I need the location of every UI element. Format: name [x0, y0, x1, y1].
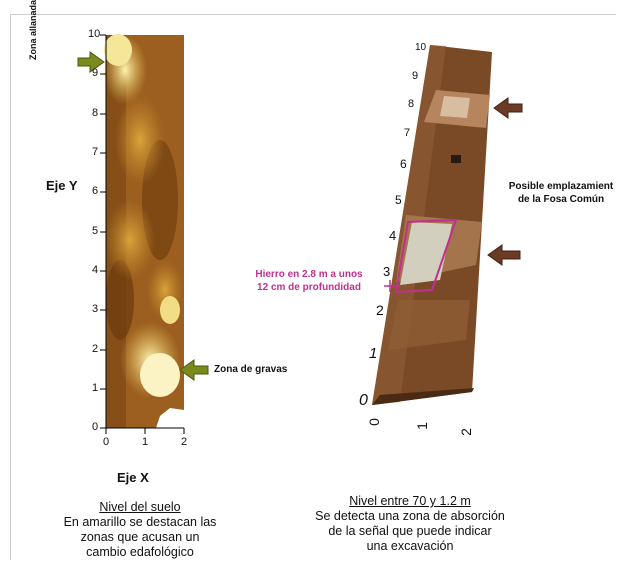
- r-x-tick: 0: [365, 418, 382, 426]
- left-caption-line: zonas que acusan un: [80, 530, 200, 544]
- y-tick: 5: [92, 225, 99, 237]
- r-x-tick: 2: [457, 428, 474, 436]
- grave-annotation-line: de la Fosa Común: [517, 194, 605, 205]
- r-y-tick: 3: [383, 264, 391, 279]
- left-axes: [100, 34, 185, 434]
- y-tick: 6: [92, 185, 99, 197]
- right-caption: Nivel entre 70 y 1.2 m Se detecta una zo…: [300, 494, 520, 554]
- gravel-zone-label: Zona de gravas: [214, 364, 288, 375]
- r-y-tick: 9: [412, 70, 419, 82]
- iron-annotation-line: 12 cm de profundidad: [257, 282, 361, 293]
- iron-annotation-line: Hierro en 2.8 m a unos: [255, 269, 363, 280]
- arrow-flattened-zone-icon: [77, 51, 105, 73]
- r-y-tick: 5: [395, 193, 402, 207]
- y-tick: 4: [92, 264, 99, 276]
- x-tick: 2: [181, 436, 188, 448]
- arrow-gravel-zone-icon: [179, 359, 209, 381]
- y-tick: 7: [92, 146, 99, 158]
- r-x-tick: 1: [413, 422, 430, 430]
- grave-annotation: Posible emplazamient de la Fosa Común: [498, 180, 624, 206]
- r-y-tick: 1: [369, 345, 378, 362]
- right-caption-line: una excavación: [366, 539, 454, 553]
- y-tick: 9: [92, 67, 99, 79]
- grave-annotation-line: Posible emplazamient: [508, 181, 614, 192]
- y-axis-title: Eje Y: [46, 178, 78, 193]
- r-y-tick: 4: [389, 228, 397, 243]
- right-caption-line: de la señal que puede indicar: [328, 524, 492, 538]
- left-caption-line: cambio edafológico: [86, 545, 194, 559]
- left-caption-title: Nivel del suelo: [99, 500, 181, 514]
- y-tick: 8: [92, 107, 99, 119]
- x-tick: 1: [142, 436, 149, 448]
- right-caption-title: Nivel entre 70 y 1.2 m: [349, 494, 471, 508]
- flattened-zone-label: Zona allanada: [28, 0, 38, 60]
- soil-heatmap: [103, 34, 184, 428]
- y-tick: 3: [92, 303, 99, 315]
- y-tick: 2: [92, 343, 99, 355]
- r-y-tick: 10: [415, 42, 427, 53]
- left-caption-line: En amarillo se destacan las: [63, 515, 217, 529]
- y-tick: 0: [92, 421, 99, 433]
- r-y-tick: 8: [408, 98, 415, 110]
- y-tick: 10: [88, 28, 101, 40]
- left-caption: Nivel del suelo En amarillo se destacan …: [40, 500, 240, 560]
- x-axis-title: Eje X: [117, 470, 149, 485]
- y-tick: 1: [92, 382, 99, 394]
- figure-frame: [10, 14, 616, 560]
- r-y-tick: 6: [400, 157, 407, 171]
- iron-annotation: Hierro en 2.8 m a unos 12 cm de profundi…: [234, 268, 384, 294]
- gpr-3d-strip: [372, 45, 492, 405]
- r-y-tick: 0: [359, 392, 368, 409]
- r-y-tick: 7: [404, 127, 411, 139]
- r-y-tick: 2: [376, 302, 384, 318]
- arrow-grave-icon: [487, 244, 521, 266]
- right-caption-line: Se detecta una zona de absorción: [315, 509, 505, 523]
- arrow-level8-icon: [493, 97, 523, 119]
- x-tick: 0: [103, 436, 110, 448]
